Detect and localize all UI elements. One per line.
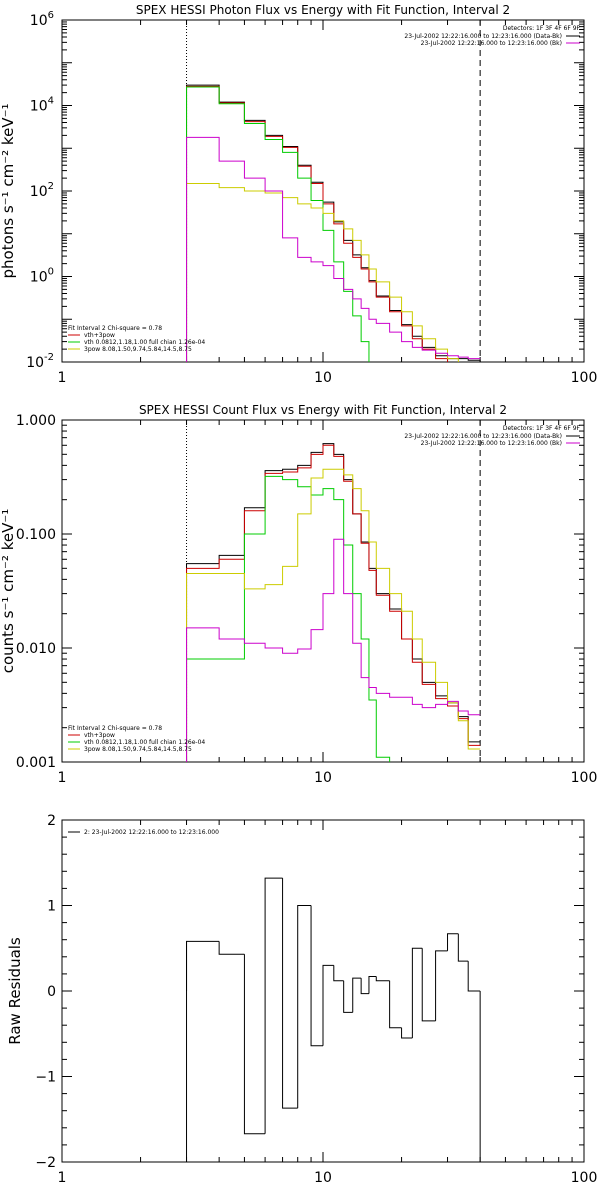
residual-step: [375, 976, 390, 982]
residual-step: [310, 905, 323, 1047]
residual-step: [447, 933, 459, 951]
y-axis-label: counts s⁻¹ cm⁻² keV⁻¹: [0, 509, 17, 674]
residual-step: [333, 965, 344, 982]
y-axis-label: Raw Residuals: [6, 937, 24, 1045]
y-tick-label: 102: [30, 181, 54, 200]
chart-panel-1: SPEX HESSI Photon Flux vs Energy with Fi…: [0, 3, 597, 386]
chart-panel-3: 1 10 100 −2 −1 0 1 2 Raw Residuals 2: 23-Jul-2002…: [6, 813, 597, 1186]
y-tick-label: 0.010: [16, 641, 56, 657]
legend-entry: vth+3pow: [84, 332, 115, 339]
legend-entry: vth 0.0812,1.18,1.00 full chian 1.26e-04: [84, 339, 205, 346]
series-line-5: [186, 538, 481, 762]
x-tick-label: 1: [58, 370, 67, 386]
residual-step: [352, 977, 362, 1013]
residual-step: [322, 964, 334, 1046]
x-tick-label: 10: [314, 1170, 332, 1186]
header-line: 23-Jul-2002 12:22:16.000 to 12:23:16.000…: [421, 440, 562, 447]
y-tick-label: 2: [47, 813, 56, 829]
chart-title: SPEX HESSI Photon Flux vs Energy with Fi…: [136, 3, 510, 17]
x-tick-label: 100: [571, 770, 598, 786]
legend-entry: 3pow 8.08,1.50,9.74,5.84,14.5,8.75: [84, 746, 192, 753]
detectors-label: Detectors: 1F 3F 4F 6F 9F: [503, 25, 581, 32]
residual-step: [297, 905, 312, 1109]
residual-step: [360, 978, 369, 995]
residual-step: [467, 961, 481, 992]
x-tick-label: 10: [314, 370, 332, 386]
series-line-3: [186, 86, 370, 362]
residual-step: [401, 1027, 413, 1039]
residual-step: [264, 877, 283, 1134]
residual-step: [368, 975, 377, 994]
residual-step: [389, 980, 402, 1029]
x-tick-label: 10: [314, 770, 332, 786]
y-tick-label: 0.100: [16, 527, 56, 543]
series-line-4: [186, 182, 459, 362]
x-tick-label: 100: [571, 370, 598, 386]
x-tick-label: 100: [571, 1170, 598, 1186]
legend-entry: 3pow 8.08,1.50,9.74,5.84,14.5,8.75: [84, 346, 192, 353]
residual-step: [411, 947, 423, 1039]
series-line-2: [186, 444, 481, 762]
y-tick-label: 104: [30, 96, 54, 115]
y-tick-label: 1: [47, 899, 56, 915]
legend-entry: 2: 23-Jul-2002 12:22:16.000 to 12:23:16.…: [84, 829, 219, 836]
y-tick-label: −2: [35, 1155, 56, 1171]
header-line: 23-Jul-2002 12:22:16.000 to 12:23:16.000…: [421, 40, 562, 47]
header-line: 23-Jul-2002 12:22:16.000 to 12:23:16.000…: [404, 433, 562, 440]
residual-step: [218, 941, 245, 955]
y-tick-label: −1: [35, 1070, 56, 1086]
legend-title: Fit Interval 2 Chi-square = 0.78: [68, 325, 162, 332]
y-tick-label: 10-2: [26, 352, 54, 371]
y-tick-label: 0.001: [16, 755, 56, 771]
chart-title: SPEX HESSI Count Flux vs Energy with Fit…: [139, 403, 507, 417]
residual-step: [457, 933, 469, 962]
series-line-1: [186, 84, 481, 362]
residual-step: [243, 954, 266, 1135]
y-tick-label: 106: [30, 10, 54, 29]
residual-step: [421, 948, 436, 1022]
residual-step: [343, 980, 353, 1013]
residual-step: [282, 878, 298, 1109]
legend-entry: vth+3pow: [84, 732, 115, 739]
detectors-label: Detectors: 1F 3F 4F 6F 9F: [503, 425, 581, 432]
y-tick-label: 1.000: [16, 413, 56, 429]
series-line-4: [186, 468, 481, 762]
header-line: 23-Jul-2002 12:22:16.000 to 12:23:16.000…: [404, 33, 562, 40]
x-tick-label: 1: [58, 1170, 67, 1186]
residual-step: [435, 950, 448, 1021]
series-line-2: [186, 85, 449, 362]
legend-entry: vth 0.0812,1.18,1.00 full chian 1.26e-04: [84, 739, 205, 746]
series-line-5: [186, 136, 481, 362]
y-axis-label: photons s⁻¹ cm⁻² keV⁻¹: [0, 104, 17, 279]
legend-title: Fit Interval 2 Chi-square = 0.78: [68, 725, 162, 732]
y-tick-label: 100: [30, 267, 54, 286]
chart-panel-2: SPEX HESSI Count Flux vs Energy with Fit…: [0, 403, 597, 786]
x-tick-label: 1: [58, 770, 67, 786]
y-tick-label: 0: [47, 984, 56, 1000]
